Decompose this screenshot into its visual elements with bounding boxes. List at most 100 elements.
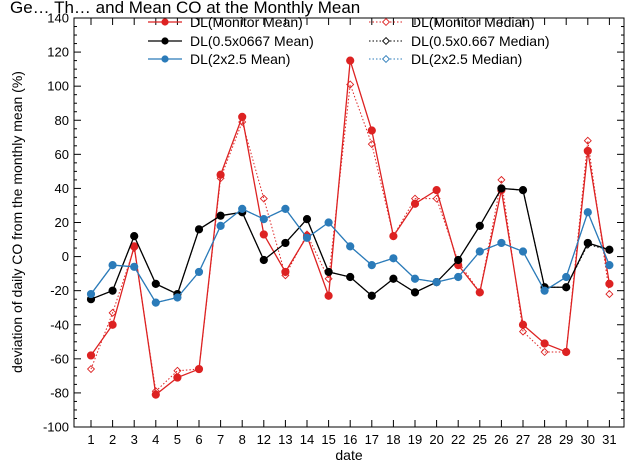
data-point xyxy=(281,238,290,248)
x-tick-label: 19 xyxy=(408,432,422,447)
x-tick-label: 1 xyxy=(87,432,94,447)
data-point xyxy=(346,272,355,282)
legend-item: DL(0.5x0.667 Median) xyxy=(369,33,550,49)
y-tick-label: -60 xyxy=(50,351,69,366)
data-point xyxy=(151,298,160,307)
data-point xyxy=(130,262,139,271)
data-point xyxy=(173,373,182,382)
data-point xyxy=(216,170,225,179)
legend-label: DL(0.5x0667 Mean) xyxy=(190,33,314,49)
data-point xyxy=(605,279,614,288)
data-point xyxy=(540,339,549,348)
data-point xyxy=(583,238,592,248)
data-point xyxy=(281,204,290,213)
y-tick-label: -20 xyxy=(50,283,69,298)
data-point xyxy=(518,327,528,336)
y-axis-title: deviation of daily CO from the monthly m… xyxy=(9,71,25,373)
data-point xyxy=(86,289,96,299)
x-tick-label: 29 xyxy=(559,432,573,447)
x-tick-label: 14 xyxy=(300,432,314,447)
data-point xyxy=(151,279,160,288)
series-layer xyxy=(86,56,614,399)
x-tick-label: 18 xyxy=(386,432,400,447)
x-tick-label: 17 xyxy=(365,432,379,447)
data-point xyxy=(302,233,312,242)
data-point xyxy=(259,230,268,239)
data-point xyxy=(346,56,355,65)
data-point xyxy=(216,221,225,231)
data-point xyxy=(367,126,376,135)
x-tick-label: 16 xyxy=(343,432,357,447)
data-point xyxy=(86,351,96,360)
x-tick-label: 15 xyxy=(321,432,335,447)
series-dl-monitor-mean- xyxy=(86,56,614,399)
data-point xyxy=(605,261,614,270)
legend-marker xyxy=(161,18,169,26)
legend-item: DL(Monitor Median) xyxy=(369,14,535,30)
x-tick-label: 12 xyxy=(257,432,271,447)
data-point xyxy=(108,308,117,317)
data-point xyxy=(605,290,614,299)
data-point xyxy=(259,194,268,203)
data-point xyxy=(324,291,333,300)
data-point xyxy=(518,320,528,329)
data-point xyxy=(410,199,420,208)
y-tick-label: 0 xyxy=(62,249,69,264)
data-point xyxy=(605,245,614,254)
data-point xyxy=(108,320,117,329)
x-tick-label: 27 xyxy=(516,432,530,447)
series-line xyxy=(90,84,610,393)
legend-item: DL(0.5x0667 Mean) xyxy=(148,33,314,49)
data-point xyxy=(583,136,592,145)
data-point xyxy=(583,208,592,217)
y-axis: -100 -80 -60 -40 -20 0 20 40 60 80 100 120 140 xyxy=(43,11,624,435)
data-point xyxy=(238,112,247,121)
data-point xyxy=(562,347,571,357)
x-tick-label: 5 xyxy=(174,432,181,447)
data-point xyxy=(108,261,117,270)
data-point xyxy=(518,186,528,195)
x-tick-label: 7 xyxy=(217,432,224,447)
data-point xyxy=(281,267,290,277)
data-point xyxy=(540,286,549,295)
data-point xyxy=(194,225,204,234)
x-tick-label: 13 xyxy=(278,432,292,447)
data-point xyxy=(497,175,506,184)
data-point xyxy=(432,278,441,287)
x-tick-label: 31 xyxy=(602,432,616,447)
series-dl-2x2-5-mean- xyxy=(86,204,614,307)
x-tick-label: 26 xyxy=(494,432,508,447)
legend-marker xyxy=(381,17,391,27)
y-tick-label: 20 xyxy=(55,215,69,230)
data-point xyxy=(346,242,355,251)
legend-label: DL(2x2.5 Mean) xyxy=(190,51,290,67)
data-point xyxy=(583,146,592,156)
data-point xyxy=(259,214,268,224)
series-dl-2x2-5-median- xyxy=(86,204,614,307)
x-tick-label: 25 xyxy=(473,432,487,447)
data-point xyxy=(151,390,160,399)
data-point xyxy=(497,184,506,193)
legend: DL(Monitor Mean) DL(0.5x0667 Mean) DL(2x2.… xyxy=(148,14,550,67)
data-point xyxy=(432,186,441,195)
data-point xyxy=(173,366,182,375)
legend-marker xyxy=(381,36,391,46)
series-line xyxy=(90,208,611,304)
y-tick-label: -100 xyxy=(43,420,69,435)
chart-title: Ge… Th… and Mean CO at the Monthly Mean xyxy=(10,0,360,17)
data-point xyxy=(259,255,268,265)
data-point xyxy=(497,238,506,248)
y-tick-label: 60 xyxy=(55,147,69,162)
legend-item: DL(2x2.5 Mean) xyxy=(148,51,290,67)
y-tick-label: 120 xyxy=(47,45,69,60)
y-tick-label: -80 xyxy=(50,385,69,400)
data-point xyxy=(389,254,398,263)
data-point xyxy=(518,247,528,256)
data-point xyxy=(475,288,484,297)
data-point xyxy=(173,293,182,302)
x-axis: 1 2 3 4 5 6 7 8 12 13 14 15 16 17 18 19 20 22 25 26 27 28 29 30… xyxy=(87,18,617,447)
x-tick-label: 28 xyxy=(537,432,551,447)
legend-label: DL(Monitor Mean) xyxy=(190,14,303,30)
data-point xyxy=(410,274,420,283)
